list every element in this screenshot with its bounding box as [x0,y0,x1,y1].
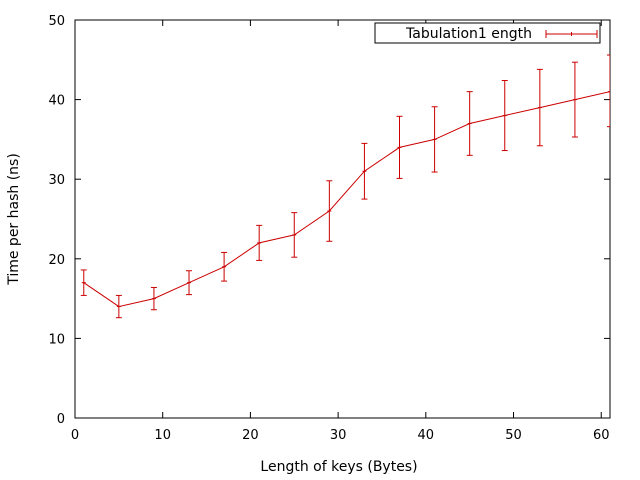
x-tick-label: 60 [593,428,610,443]
series-line [83,91,610,308]
x-axis-ticks: 0 10 20 30 40 50 60 [71,20,610,443]
y-tick-label: 0 [57,412,65,427]
y-tick-label: 30 [48,173,65,188]
y-axis-title: Time per hash (ns) [6,153,22,286]
legend-swatch [545,30,598,38]
x-axis-title: Length of keys (Bytes) [260,459,417,475]
series-0 [80,54,610,319]
legend-box [374,22,601,44]
y-tick-label: 40 [48,94,65,109]
legend: Tabulation1 ength [374,22,601,44]
y-axis-ticks: 0 10 20 30 40 50 [48,14,610,427]
y-tick-label: 20 [48,253,65,268]
x-tick-label: 0 [71,428,79,443]
plot-frame [74,19,611,419]
y-tick-label: 50 [48,14,65,29]
x-tick-label: 50 [505,428,522,443]
x-tick-label: 30 [330,428,347,443]
series-group [80,54,610,319]
legend-label: Tabulation1 ength [405,26,532,42]
x-tick-label: 20 [242,428,259,443]
x-tick-label: 10 [154,428,171,443]
y-tick-label: 10 [48,332,65,347]
x-tick-label: 40 [418,428,435,443]
